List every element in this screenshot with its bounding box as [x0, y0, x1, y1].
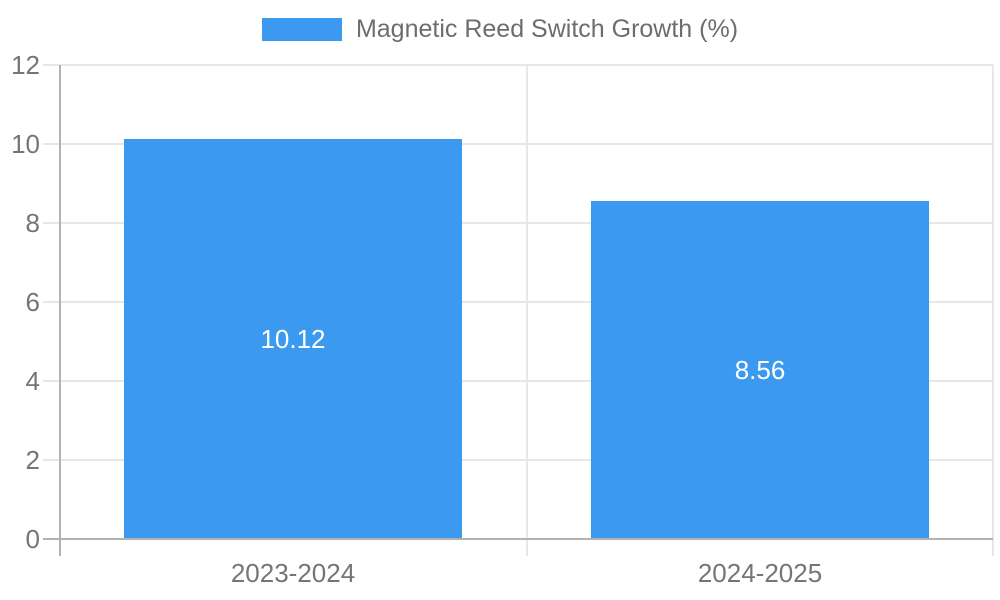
- x-axis-tick: [525, 539, 528, 556]
- legend-swatch: [261, 18, 342, 41]
- bar-value-label: 8.56: [734, 355, 786, 385]
- y-axis-tick-label: 8: [25, 208, 40, 238]
- v-gridline: [525, 65, 528, 539]
- x-axis-line: [43, 538, 993, 540]
- y-axis-tick-label: 10: [11, 129, 40, 159]
- legend-item[interactable]: Magnetic Reed Switch Growth (%): [0, 17, 1000, 42]
- legend-label: Magnetic Reed Switch Growth (%): [355, 15, 739, 43]
- bar-value-label: 10.12: [260, 324, 326, 354]
- x-axis-category-label: 2024-2025: [697, 558, 823, 588]
- y-axis-tick: [43, 459, 60, 461]
- y-axis-tick: [43, 222, 60, 224]
- y-axis-tick-label: 6: [25, 287, 40, 317]
- y-axis-tick-label: 2: [25, 445, 40, 475]
- bar-2023-2024[interactable]: [124, 139, 462, 538]
- y-axis-tick: [43, 380, 60, 382]
- y-axis-tick: [43, 143, 60, 145]
- y-axis-tick-label: 0: [25, 524, 40, 554]
- y-axis-line: [59, 65, 61, 556]
- x-axis-category-label: 2023-2024: [230, 558, 356, 588]
- bar-2024-2025[interactable]: [591, 201, 929, 538]
- y-axis-tick-label: 4: [25, 366, 40, 396]
- y-axis-tick-label: 12: [11, 50, 40, 80]
- y-axis-tick: [43, 301, 60, 303]
- x-axis-tick: [992, 539, 994, 556]
- v-gridline: [992, 65, 994, 539]
- y-axis-tick: [43, 64, 60, 66]
